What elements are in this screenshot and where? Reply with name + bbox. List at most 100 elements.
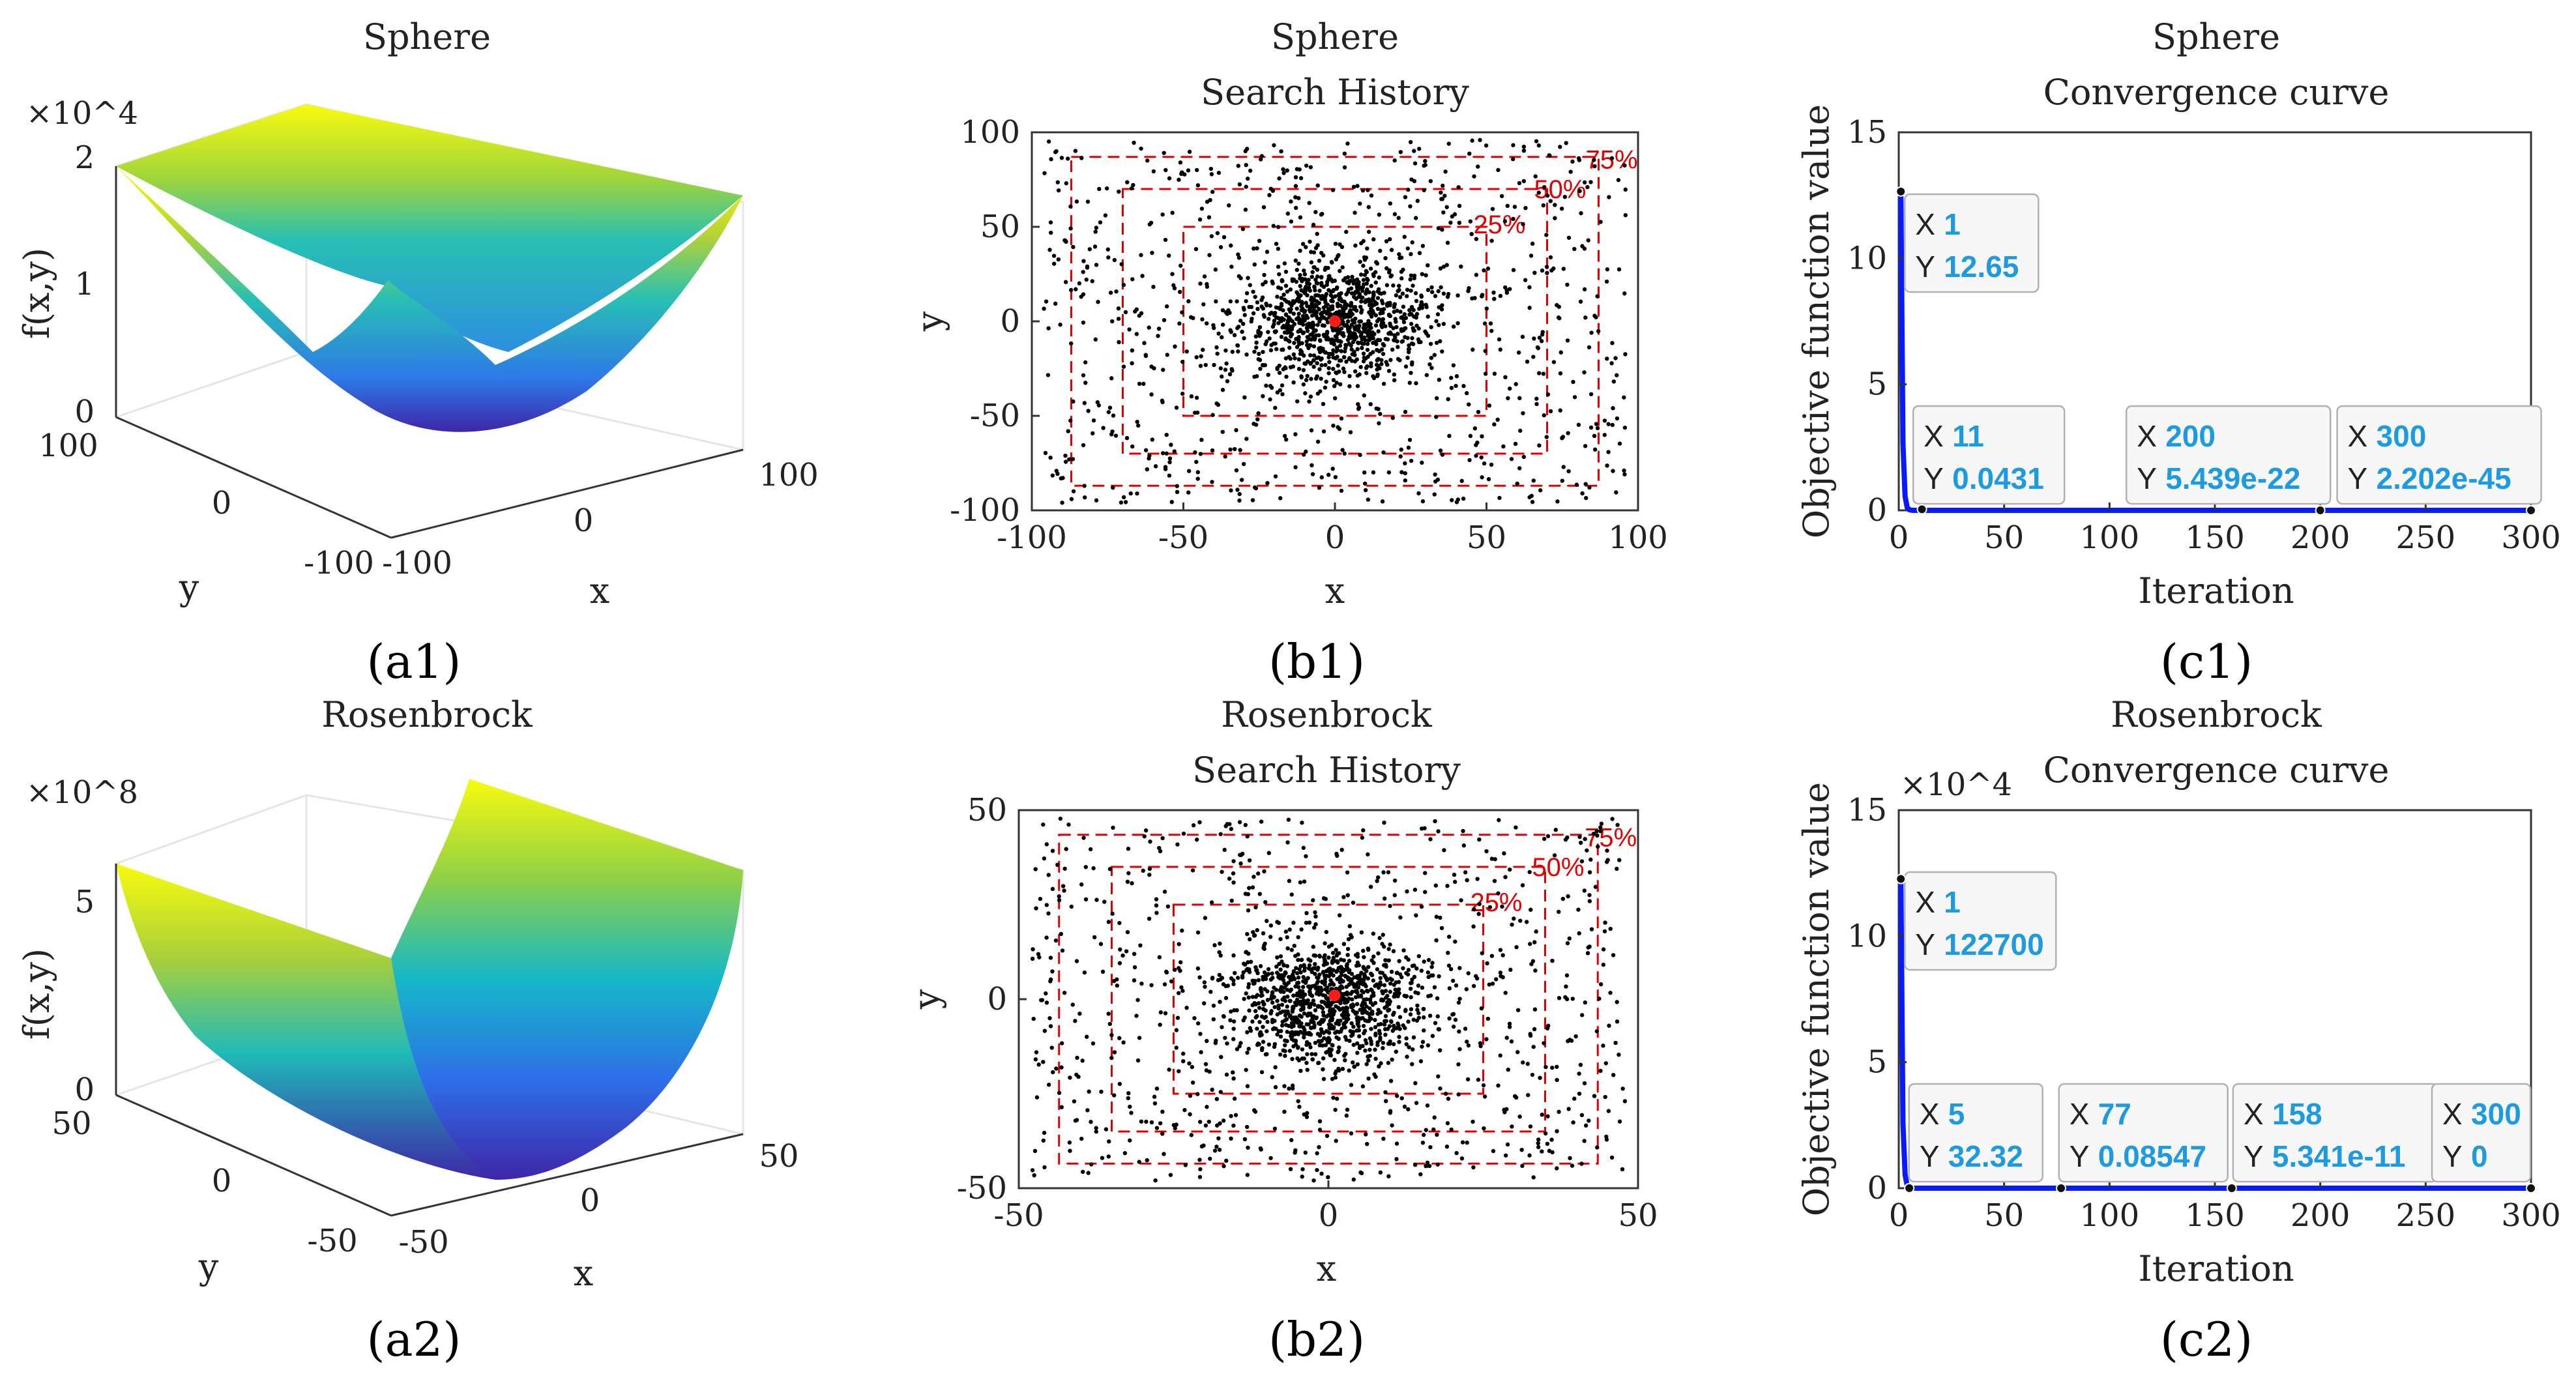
b1-point [1480, 293, 1485, 297]
b1-point [1293, 465, 1298, 470]
c2-datatip-ykey: Y [2244, 1139, 2264, 1173]
b2-point [1211, 1003, 1216, 1008]
c1-datatip-ykey: Y [1924, 461, 1944, 495]
b2-point [1266, 1042, 1272, 1047]
b1-point [1303, 308, 1308, 314]
b1-point [1252, 262, 1257, 267]
b1-point [1416, 337, 1421, 342]
b1-point [1293, 432, 1298, 437]
b1-point [1350, 274, 1354, 279]
b2-point [1122, 1151, 1128, 1156]
b2-point [1158, 1121, 1163, 1126]
b1-point [1326, 366, 1331, 370]
b1-point [1369, 335, 1373, 340]
b1-point [1329, 299, 1334, 303]
b1-point [1208, 197, 1212, 203]
b2-point [1436, 829, 1441, 834]
b1-point [1332, 396, 1338, 401]
b1-point [1244, 291, 1250, 296]
b1-point [1305, 334, 1310, 340]
b1-point [1381, 301, 1385, 306]
b1-point [1169, 443, 1173, 447]
b1-point [1330, 337, 1335, 342]
b1-point [1199, 206, 1205, 211]
b2-point [1284, 1017, 1289, 1021]
b2-point [1069, 904, 1074, 909]
b2-point [1380, 942, 1384, 946]
b1-point [1399, 256, 1404, 260]
b1-point [1092, 244, 1098, 249]
b2-point [1425, 1103, 1430, 1108]
b2-point [1261, 1002, 1266, 1007]
b2-point [1300, 985, 1306, 989]
b1-point [1366, 229, 1371, 234]
b2-point [1081, 836, 1086, 840]
b1-point [1571, 379, 1575, 385]
b1-point [1347, 384, 1352, 388]
b1-point [1395, 339, 1399, 343]
b2-point [1382, 963, 1386, 968]
b1-point [1082, 484, 1087, 488]
b1-point [1582, 370, 1587, 375]
b2-point [1137, 1036, 1142, 1040]
b2-point [1540, 1113, 1544, 1117]
b2-point [1410, 963, 1415, 969]
b1-point [1611, 379, 1617, 384]
b2-point [1238, 1041, 1243, 1045]
b2-point [1261, 974, 1265, 980]
b1-point [1366, 278, 1370, 282]
a1-floor-grid-1 [115, 351, 307, 418]
b2-point [1578, 840, 1583, 845]
a1-xtick-0: -100 [382, 545, 452, 581]
b2-point [1433, 1021, 1438, 1025]
b2-point [1389, 969, 1394, 974]
b1-point [1623, 187, 1628, 192]
b1-point [1268, 397, 1272, 402]
b2-point [1448, 967, 1454, 972]
b1-point [1055, 180, 1060, 184]
b2-point [1091, 866, 1096, 871]
b1-point [1417, 251, 1422, 256]
b1-point [1488, 321, 1493, 326]
b2-point [1533, 968, 1538, 973]
b1-point [1368, 402, 1373, 407]
b1-point [1374, 260, 1379, 265]
b2-point [1182, 1107, 1187, 1113]
b2-point [1373, 984, 1377, 988]
b1-point [1083, 381, 1088, 385]
b2-point [1316, 985, 1321, 990]
b2-point [1454, 1150, 1459, 1156]
b1-point [1156, 334, 1160, 338]
b2-point [1596, 844, 1600, 849]
c2-yscale: ×10^4 [1900, 766, 2012, 803]
b2-point [1231, 953, 1236, 958]
b1-point [1377, 275, 1381, 280]
c1-xtick-label: 50 [1984, 519, 2024, 556]
b2-point [1383, 989, 1388, 993]
b2-point [1298, 964, 1303, 969]
b1-point [1179, 171, 1184, 176]
b1-xtick-label: 0 [1325, 519, 1345, 556]
b1-point [1353, 243, 1358, 248]
b2-ytick-label: 0 [987, 981, 1007, 1017]
b1-point [1235, 343, 1240, 347]
b1-point [1323, 350, 1328, 355]
b2-point [1364, 984, 1368, 989]
b1-point [1444, 263, 1449, 267]
b2-point [1282, 986, 1287, 990]
b1-point [1305, 328, 1310, 333]
b2-point [1357, 973, 1362, 978]
b1-point [1317, 486, 1322, 490]
b2-point [1291, 993, 1296, 998]
b2-point [1573, 1034, 1578, 1039]
b1-point [1260, 295, 1265, 300]
b2-point [1601, 1044, 1605, 1048]
b1-point [1047, 248, 1052, 252]
b2-point [1154, 897, 1159, 901]
b1-point [1306, 359, 1310, 364]
b1-point [1117, 189, 1121, 194]
b1-point [1434, 319, 1439, 323]
b2-point [1594, 829, 1599, 834]
b1-point [1478, 138, 1482, 143]
b2-point [1528, 1032, 1532, 1036]
